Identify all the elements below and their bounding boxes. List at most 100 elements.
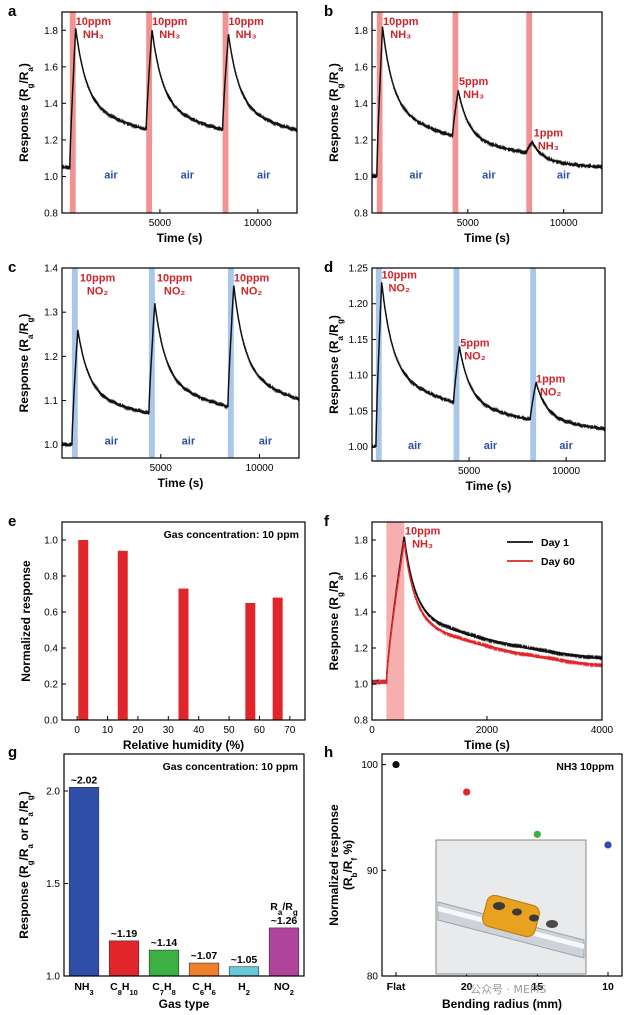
y-axis-label: Response (Ra/Rg) — [17, 314, 35, 413]
y-tick-label: 1.15 — [349, 335, 369, 346]
gas-annotation: 10ppm — [381, 270, 417, 282]
x-axis-label: Time (s) — [158, 476, 204, 490]
x-tick-label: 5000 — [457, 218, 480, 229]
data-point — [604, 841, 612, 849]
y-tick-label: 1.05 — [349, 406, 369, 417]
gas-annotation: 10ppm — [76, 16, 112, 28]
plot-frame — [61, 267, 300, 459]
gas-annotation: NO₂ — [464, 351, 486, 363]
y-axis-label: Normalized response — [19, 560, 33, 682]
x-tick-label: 10000 — [552, 466, 580, 477]
chart-title: NH3 10ppm — [556, 761, 614, 773]
y-tick-label: 0.8 — [354, 716, 368, 727]
bar — [178, 588, 189, 720]
x-tick-label: 10000 — [550, 218, 578, 229]
gas-annotation: 10ppm — [80, 272, 116, 284]
data-point — [463, 788, 471, 796]
bar — [268, 927, 300, 977]
series-line — [61, 285, 300, 448]
air-label: air — [182, 436, 196, 448]
y-tick-label: 0.6 — [44, 608, 58, 619]
x-tick-label: 15 — [531, 981, 543, 993]
ratio-label: Ra/Rg — [270, 901, 298, 917]
gas-annotation: 1ppm — [534, 127, 564, 139]
air-label: air — [482, 169, 496, 181]
x-tick-label: 10 — [602, 981, 614, 993]
y-tick-label: 1.8 — [354, 26, 368, 37]
exposure-band — [530, 268, 537, 461]
air-label: air — [408, 440, 422, 452]
y-tick-label: 80 — [367, 972, 379, 983]
y-tick-label: 1.4 — [354, 99, 368, 110]
y-tick-label: 1.25 — [349, 264, 369, 275]
y-tick-label: 2.0 — [46, 787, 60, 798]
exposure-band — [69, 12, 76, 213]
bar — [117, 550, 128, 720]
panel-g: ~2.02 NH3 ~1.19 C8H10 ~1.14 C7H8 ~1.07 C6H6 ~1.0… — [17, 753, 305, 1011]
y-tick-label: 1.10 — [349, 371, 369, 382]
chart-title: Gas concentration: 10 ppm — [163, 761, 298, 773]
x-tick-label: 70 — [284, 725, 296, 736]
panel-f: 0.8 1.0 1.2 1.4 1.6 1.8 0 2000 4000 Time (s) Respo… — [327, 521, 614, 752]
gas-annotation: NH₃ — [390, 29, 411, 41]
gas-annotation: NH₃ — [538, 140, 559, 152]
y-tick-label: 1.4 — [354, 608, 368, 619]
x-tick-label: 5000 — [458, 466, 481, 477]
x-tick-label: 5000 — [149, 218, 172, 229]
plot-frame — [63, 753, 305, 977]
watermark: 公众号 · MEMS — [470, 983, 546, 996]
bar — [68, 786, 100, 977]
y-tick-label: 1.0 — [44, 536, 58, 547]
device-photo — [435, 839, 587, 975]
gas-annotation: 5ppm — [460, 338, 490, 350]
plot-frame — [381, 753, 623, 977]
panel-b: 0.8 1.0 1.2 1.4 1.6 1.8 5000 10000 Time (s) Respo… — [327, 11, 603, 245]
gas-annotation: 10ppm — [228, 16, 264, 28]
bar — [272, 597, 283, 720]
panel-e: 0.0 0.2 0.4 0.6 0.8 1.0 0 10 20 30 40 50 60 70 Gas con… — [19, 521, 306, 752]
y-tick-label: 90 — [367, 866, 379, 877]
x-tick-label: 0 — [369, 725, 375, 736]
x-tick-label: 10 — [102, 725, 114, 736]
y-axis-label: Response (Ra/Rg) — [327, 315, 345, 414]
x-tick-label: 20 — [461, 981, 473, 993]
x-axis-label: Time (s) — [464, 231, 510, 245]
y-axis-label: Response (Rg/Ra) — [327, 63, 345, 162]
bar — [188, 962, 220, 977]
gas-annotation: NH₃ — [159, 29, 180, 41]
x-tick-label: C7H8 — [152, 981, 176, 997]
x-axis-label: Time (s) — [157, 231, 203, 245]
x-axis-label: Gas type — [159, 997, 210, 1011]
y-tick-label: 1.2 — [44, 352, 58, 363]
y-tick-label: 1.20 — [349, 299, 369, 310]
gas-annotation: NO₂ — [388, 283, 410, 295]
y-tick-label: 0.0 — [44, 716, 58, 727]
y-tick-label: 1.4 — [44, 99, 58, 110]
panel-label-g: g — [8, 744, 17, 761]
y-tick-label: 1.4 — [44, 264, 58, 275]
gas-annotation: NH₃ — [83, 29, 104, 41]
series-line-day-60 — [371, 541, 603, 686]
gas-annotation: 10ppm — [234, 272, 270, 284]
legend-label-day-1: Day 1 — [541, 537, 569, 549]
series-line-day-1 — [371, 536, 603, 685]
y-tick-label: 1.0 — [44, 172, 58, 183]
gas-annotation: NO₂ — [164, 285, 186, 297]
panel-label-f: f — [324, 513, 330, 530]
exposure-band — [227, 268, 234, 458]
y-tick-label: 1.3 — [44, 308, 58, 319]
y-tick-label: 1.8 — [44, 26, 58, 37]
exposure-band — [222, 12, 229, 213]
y-tick-label: 0.8 — [354, 209, 368, 220]
air-label: air — [104, 169, 118, 181]
y-axis-label: Response (Rg/Ra) — [17, 63, 35, 162]
x-tick-label: 5000 — [150, 463, 173, 474]
panel-label-a: a — [8, 3, 17, 20]
x-tick-label: 40 — [193, 725, 205, 736]
legend-label-day-60: Day 60 — [541, 556, 575, 568]
bar — [78, 540, 89, 720]
data-label: ~1.19 — [111, 928, 138, 940]
x-tick-label: 60 — [254, 725, 266, 736]
y-tick-label: 0.2 — [44, 680, 58, 691]
